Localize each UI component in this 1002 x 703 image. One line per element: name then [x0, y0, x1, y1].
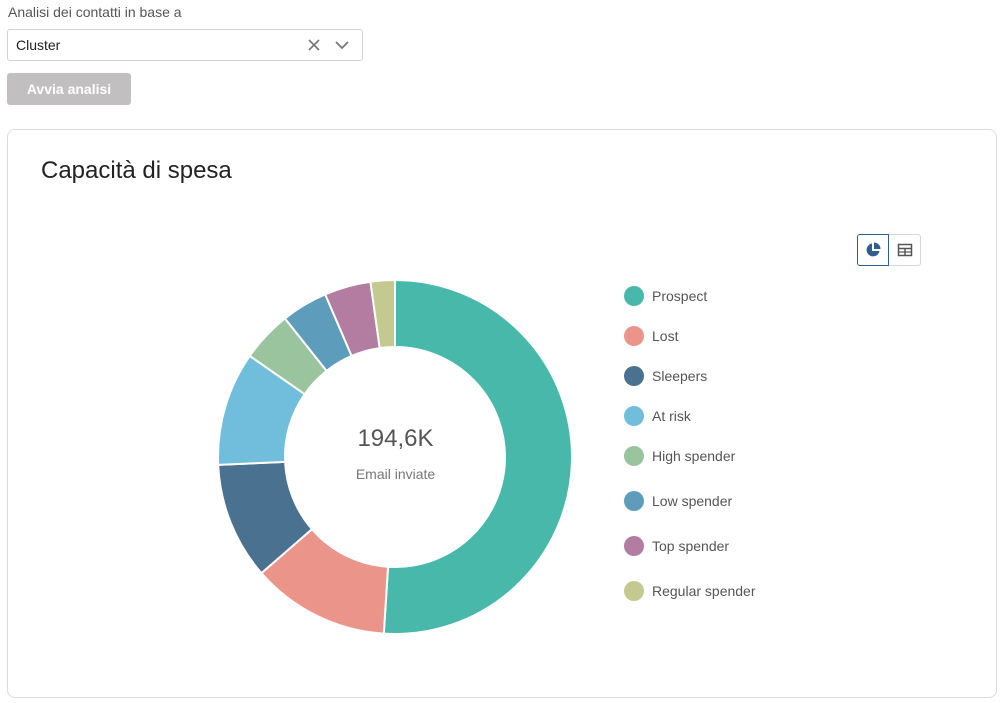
card-title: Capacità di spesa: [41, 157, 232, 184]
legend-item-high-spender[interactable]: High spender: [624, 446, 735, 466]
legend-swatch-high-spender: [624, 446, 644, 466]
legend-item-prospect[interactable]: Prospect: [624, 286, 707, 306]
legend-label-low-spender: Low spender: [652, 493, 733, 509]
pie-chart-icon: [866, 242, 881, 257]
analysis-label: Analisi dei contatti in base a: [8, 4, 182, 20]
chart-card: Capacità di spesa 194,6K Email inviate P…: [7, 129, 997, 698]
legend-label-sleepers: Sleepers: [652, 368, 708, 384]
legend-swatch-low-spender: [624, 491, 644, 511]
center-label: Email inviate: [355, 466, 436, 482]
legend-item-lost[interactable]: Lost: [624, 326, 678, 346]
legend-swatch-regular-spender: [624, 581, 644, 601]
legend-swatch-prospect: [624, 286, 644, 306]
legend-swatch-lost: [624, 326, 644, 346]
donut-slice-prospect[interactable]: [382, 278, 573, 635]
legend-label-at-risk: At risk: [652, 408, 691, 424]
legend-item-regular-spender[interactable]: Regular spender: [624, 581, 756, 601]
legend-swatch-top-spender: [624, 536, 644, 556]
legend-label-lost: Lost: [652, 328, 679, 344]
legend-swatch-sleepers: [624, 366, 644, 386]
legend-item-low-spender[interactable]: Low spender: [624, 491, 732, 511]
center-value: 194,6K: [357, 425, 434, 452]
legend-label-high-spender: High spender: [652, 448, 736, 464]
legend-label-prospect: Prospect: [652, 288, 708, 304]
chart-legend: Prospect Lost Sleepers At risk High spender L…: [624, 130, 874, 699]
view-toggle: [857, 234, 921, 266]
pie-view-button[interactable]: [857, 234, 889, 266]
clear-icon[interactable]: [300, 30, 328, 60]
legend-item-top-spender[interactable]: Top spender: [624, 536, 729, 556]
legend-item-sleepers[interactable]: Sleepers: [624, 366, 707, 386]
legend-swatch-at-risk: [624, 406, 644, 426]
legend-label-top-spender: Top spender: [652, 538, 730, 554]
legend-label-regular-spender: Regular spender: [652, 583, 756, 599]
legend-item-at-risk[interactable]: At risk: [624, 406, 691, 426]
cluster-select[interactable]: Cluster: [7, 29, 363, 61]
donut-chart: [217, 278, 573, 635]
donut-slice-regular-spender[interactable]: [369, 278, 396, 350]
run-analysis-button[interactable]: Avvia analisi: [7, 73, 131, 105]
select-value: Cluster: [16, 37, 61, 53]
table-view-button[interactable]: [889, 234, 921, 266]
table-icon: [897, 243, 912, 257]
chevron-down-icon[interactable]: [328, 30, 356, 60]
